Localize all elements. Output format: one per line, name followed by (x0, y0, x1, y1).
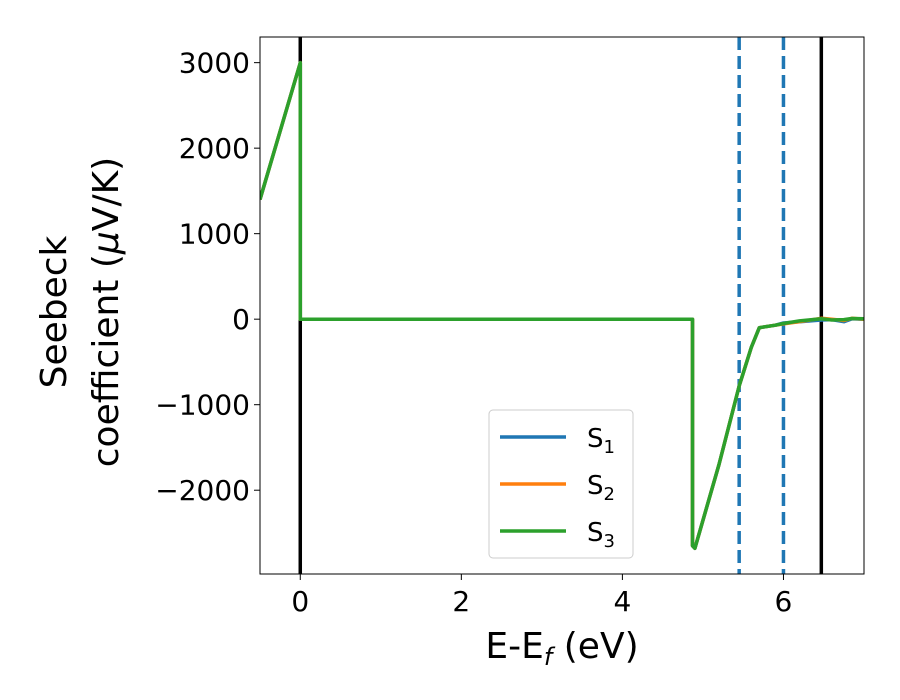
x-tick-label: 2 (452, 585, 470, 618)
y-axis-label-line1: Seebeck (34, 235, 75, 388)
x-axis-label: E-Ef (eV) (485, 626, 638, 671)
y-axis-label-mu: μ (86, 231, 127, 255)
y-axis-label-line2-start: coefficient ( (86, 254, 127, 467)
plot-frame (259, 36, 865, 575)
x-axis-label-unit: (eV) (552, 626, 638, 667)
x-tick-label: 4 (613, 585, 631, 618)
y-tick-label: 3000 (179, 47, 250, 80)
legend-label-s2: S2 (587, 471, 615, 505)
y-axis-label-line2-end: V/K) (86, 157, 127, 231)
x-tick-label: 6 (775, 585, 793, 618)
legend: S1 S2 S3 (488, 409, 634, 559)
legend-label-s1: S1 (587, 424, 615, 458)
y-axis-label-line2: coefficient (μV/K) (86, 157, 127, 467)
legend-label-s3: S3 (587, 518, 615, 552)
y-tick-label: −2000 (155, 474, 250, 507)
y-tick-label: 0 (232, 303, 250, 336)
x-tick-label: 0 (291, 585, 309, 618)
y-tick-label: 1000 (179, 218, 250, 251)
y-tick-label: 2000 (179, 132, 250, 165)
x-axis-label-main: E-E (485, 626, 543, 667)
series-line-s3 (260, 60, 864, 551)
y-tick-label: −1000 (155, 389, 250, 422)
